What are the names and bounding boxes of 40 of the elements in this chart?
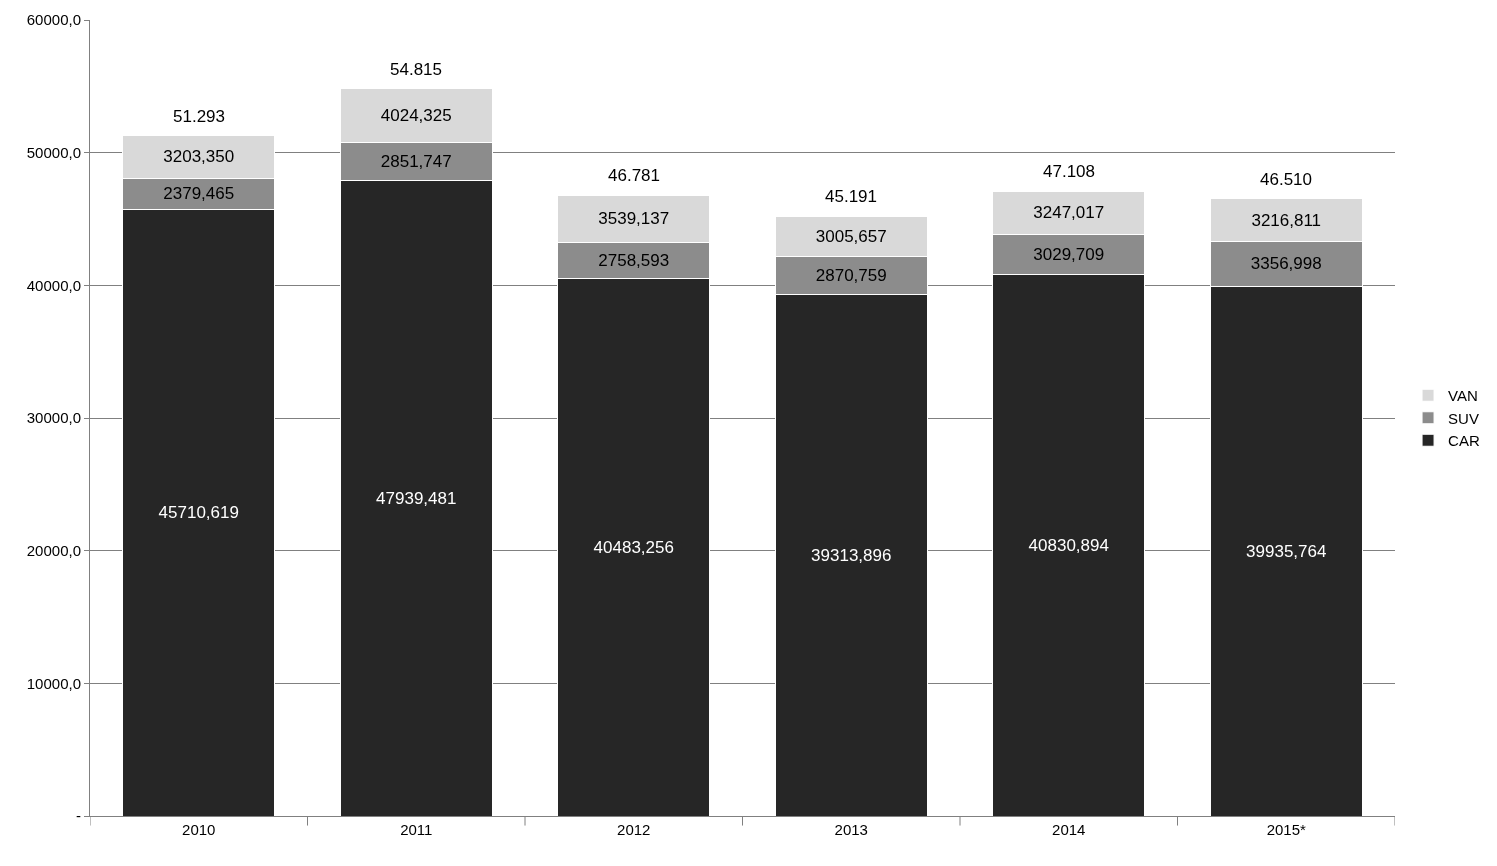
data-label: 40483,256 <box>593 537 674 557</box>
legend-label: CAR <box>1448 432 1480 450</box>
data-label: 3539,137 <box>598 209 670 229</box>
x-tick-label: 2013 <box>834 821 868 838</box>
data-label: 39935,764 <box>1246 541 1327 561</box>
data-label: 3203,350 <box>163 147 235 167</box>
y-tick-label: 10000,0 <box>26 674 81 692</box>
y-tick-label: 20000,0 <box>26 541 81 559</box>
data-label: 2870,759 <box>815 265 887 285</box>
data-label: 3356,998 <box>1250 254 1322 274</box>
data-label: 4024,325 <box>380 105 452 125</box>
data-label: 39313,896 <box>811 545 892 565</box>
data-label: 3247,017 <box>1033 203 1105 223</box>
x-tick-label: 2012 <box>617 821 651 838</box>
total-label: 54.815 <box>390 60 442 79</box>
x-tick-label: 2014 <box>1052 821 1086 838</box>
data-label: 45710,619 <box>158 503 239 523</box>
legend-label: VAN <box>1448 387 1478 405</box>
data-label: 3005,657 <box>815 226 887 246</box>
data-label: 3029,709 <box>1033 244 1105 264</box>
total-label: 51.293 <box>173 107 225 126</box>
total-label: 45.191 <box>825 187 877 206</box>
y-tick-label: 60000,0 <box>26 11 81 29</box>
data-label: 47939,481 <box>376 488 457 508</box>
y-tick-label: 40000,0 <box>26 276 81 294</box>
legend-label: SUV <box>1448 409 1479 427</box>
y-tick-label: - <box>76 807 81 825</box>
data-label: 2851,747 <box>380 151 452 171</box>
total-label: 47.108 <box>1043 162 1095 181</box>
data-label: 2758,593 <box>598 251 670 271</box>
x-tick-label: 2011 <box>400 821 433 838</box>
x-tick-label: 2015* <box>1266 821 1307 838</box>
data-label: 3216,811 <box>1251 210 1322 230</box>
data-label: 40830,894 <box>1028 535 1109 555</box>
x-tick-label: 2010 <box>182 821 216 838</box>
total-label: 46.781 <box>608 166 660 185</box>
y-tick-label: 50000,0 <box>26 143 81 161</box>
data-label: 2379,465 <box>163 184 235 204</box>
total-label: 46.510 <box>1260 170 1312 189</box>
y-tick-label: 30000,0 <box>26 409 81 427</box>
